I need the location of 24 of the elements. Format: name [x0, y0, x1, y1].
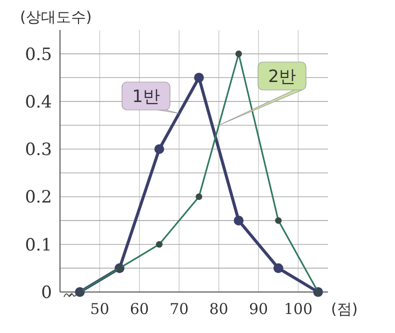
- x-tick-label: 60: [130, 300, 149, 318]
- point: [235, 50, 242, 58]
- point: [234, 216, 244, 226]
- y-tick-label: 0.4: [24, 92, 52, 112]
- y-axis-title: (상대도수): [20, 8, 92, 26]
- point: [194, 72, 204, 83]
- point: [154, 144, 164, 154]
- y-tick-label: 0: [41, 283, 52, 303]
- series-label: 1반: [132, 87, 160, 107]
- point: [273, 263, 284, 274]
- x-tick-label: 70: [170, 300, 189, 318]
- y-tick-label: 0.3: [24, 140, 52, 160]
- x-axis-title: (점): [331, 300, 358, 318]
- y-tick-label: 0.2: [24, 188, 52, 208]
- y-tick-label: 0.5: [24, 44, 52, 65]
- point: [196, 193, 202, 200]
- x-tick-label: 90: [248, 300, 268, 318]
- point: [275, 217, 282, 224]
- y-tick-label: 0.1: [24, 235, 52, 256]
- x-tick-label: 100: [284, 300, 313, 318]
- series-label: 2반: [268, 67, 296, 87]
- point: [156, 241, 163, 248]
- x-tick-label: 80: [209, 300, 228, 318]
- x-tick-label: 50: [90, 300, 110, 318]
